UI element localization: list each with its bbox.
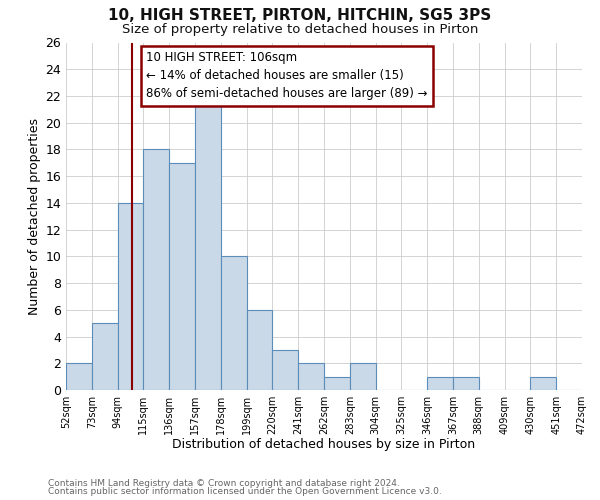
Bar	[247, 310, 272, 390]
Bar	[324, 376, 350, 390]
Bar	[169, 163, 195, 390]
Text: Contains HM Land Registry data © Crown copyright and database right 2024.: Contains HM Land Registry data © Crown c…	[48, 478, 400, 488]
Bar	[118, 203, 143, 390]
Text: 10 HIGH STREET: 106sqm
← 14% of detached houses are smaller (15)
86% of semi-det: 10 HIGH STREET: 106sqm ← 14% of detached…	[146, 51, 427, 100]
Text: Contains public sector information licensed under the Open Government Licence v3: Contains public sector information licen…	[48, 487, 442, 496]
Bar	[427, 376, 453, 390]
Bar	[195, 96, 221, 390]
Text: Size of property relative to detached houses in Pirton: Size of property relative to detached ho…	[122, 22, 478, 36]
Bar	[453, 376, 479, 390]
Bar	[530, 376, 556, 390]
Bar	[66, 364, 92, 390]
Bar	[221, 256, 247, 390]
Y-axis label: Number of detached properties: Number of detached properties	[28, 118, 41, 315]
Bar	[272, 350, 298, 390]
Bar	[92, 323, 118, 390]
Bar	[298, 364, 324, 390]
Bar	[143, 150, 169, 390]
X-axis label: Distribution of detached houses by size in Pirton: Distribution of detached houses by size …	[172, 438, 476, 452]
Bar	[350, 364, 376, 390]
Text: 10, HIGH STREET, PIRTON, HITCHIN, SG5 3PS: 10, HIGH STREET, PIRTON, HITCHIN, SG5 3P…	[109, 8, 491, 22]
